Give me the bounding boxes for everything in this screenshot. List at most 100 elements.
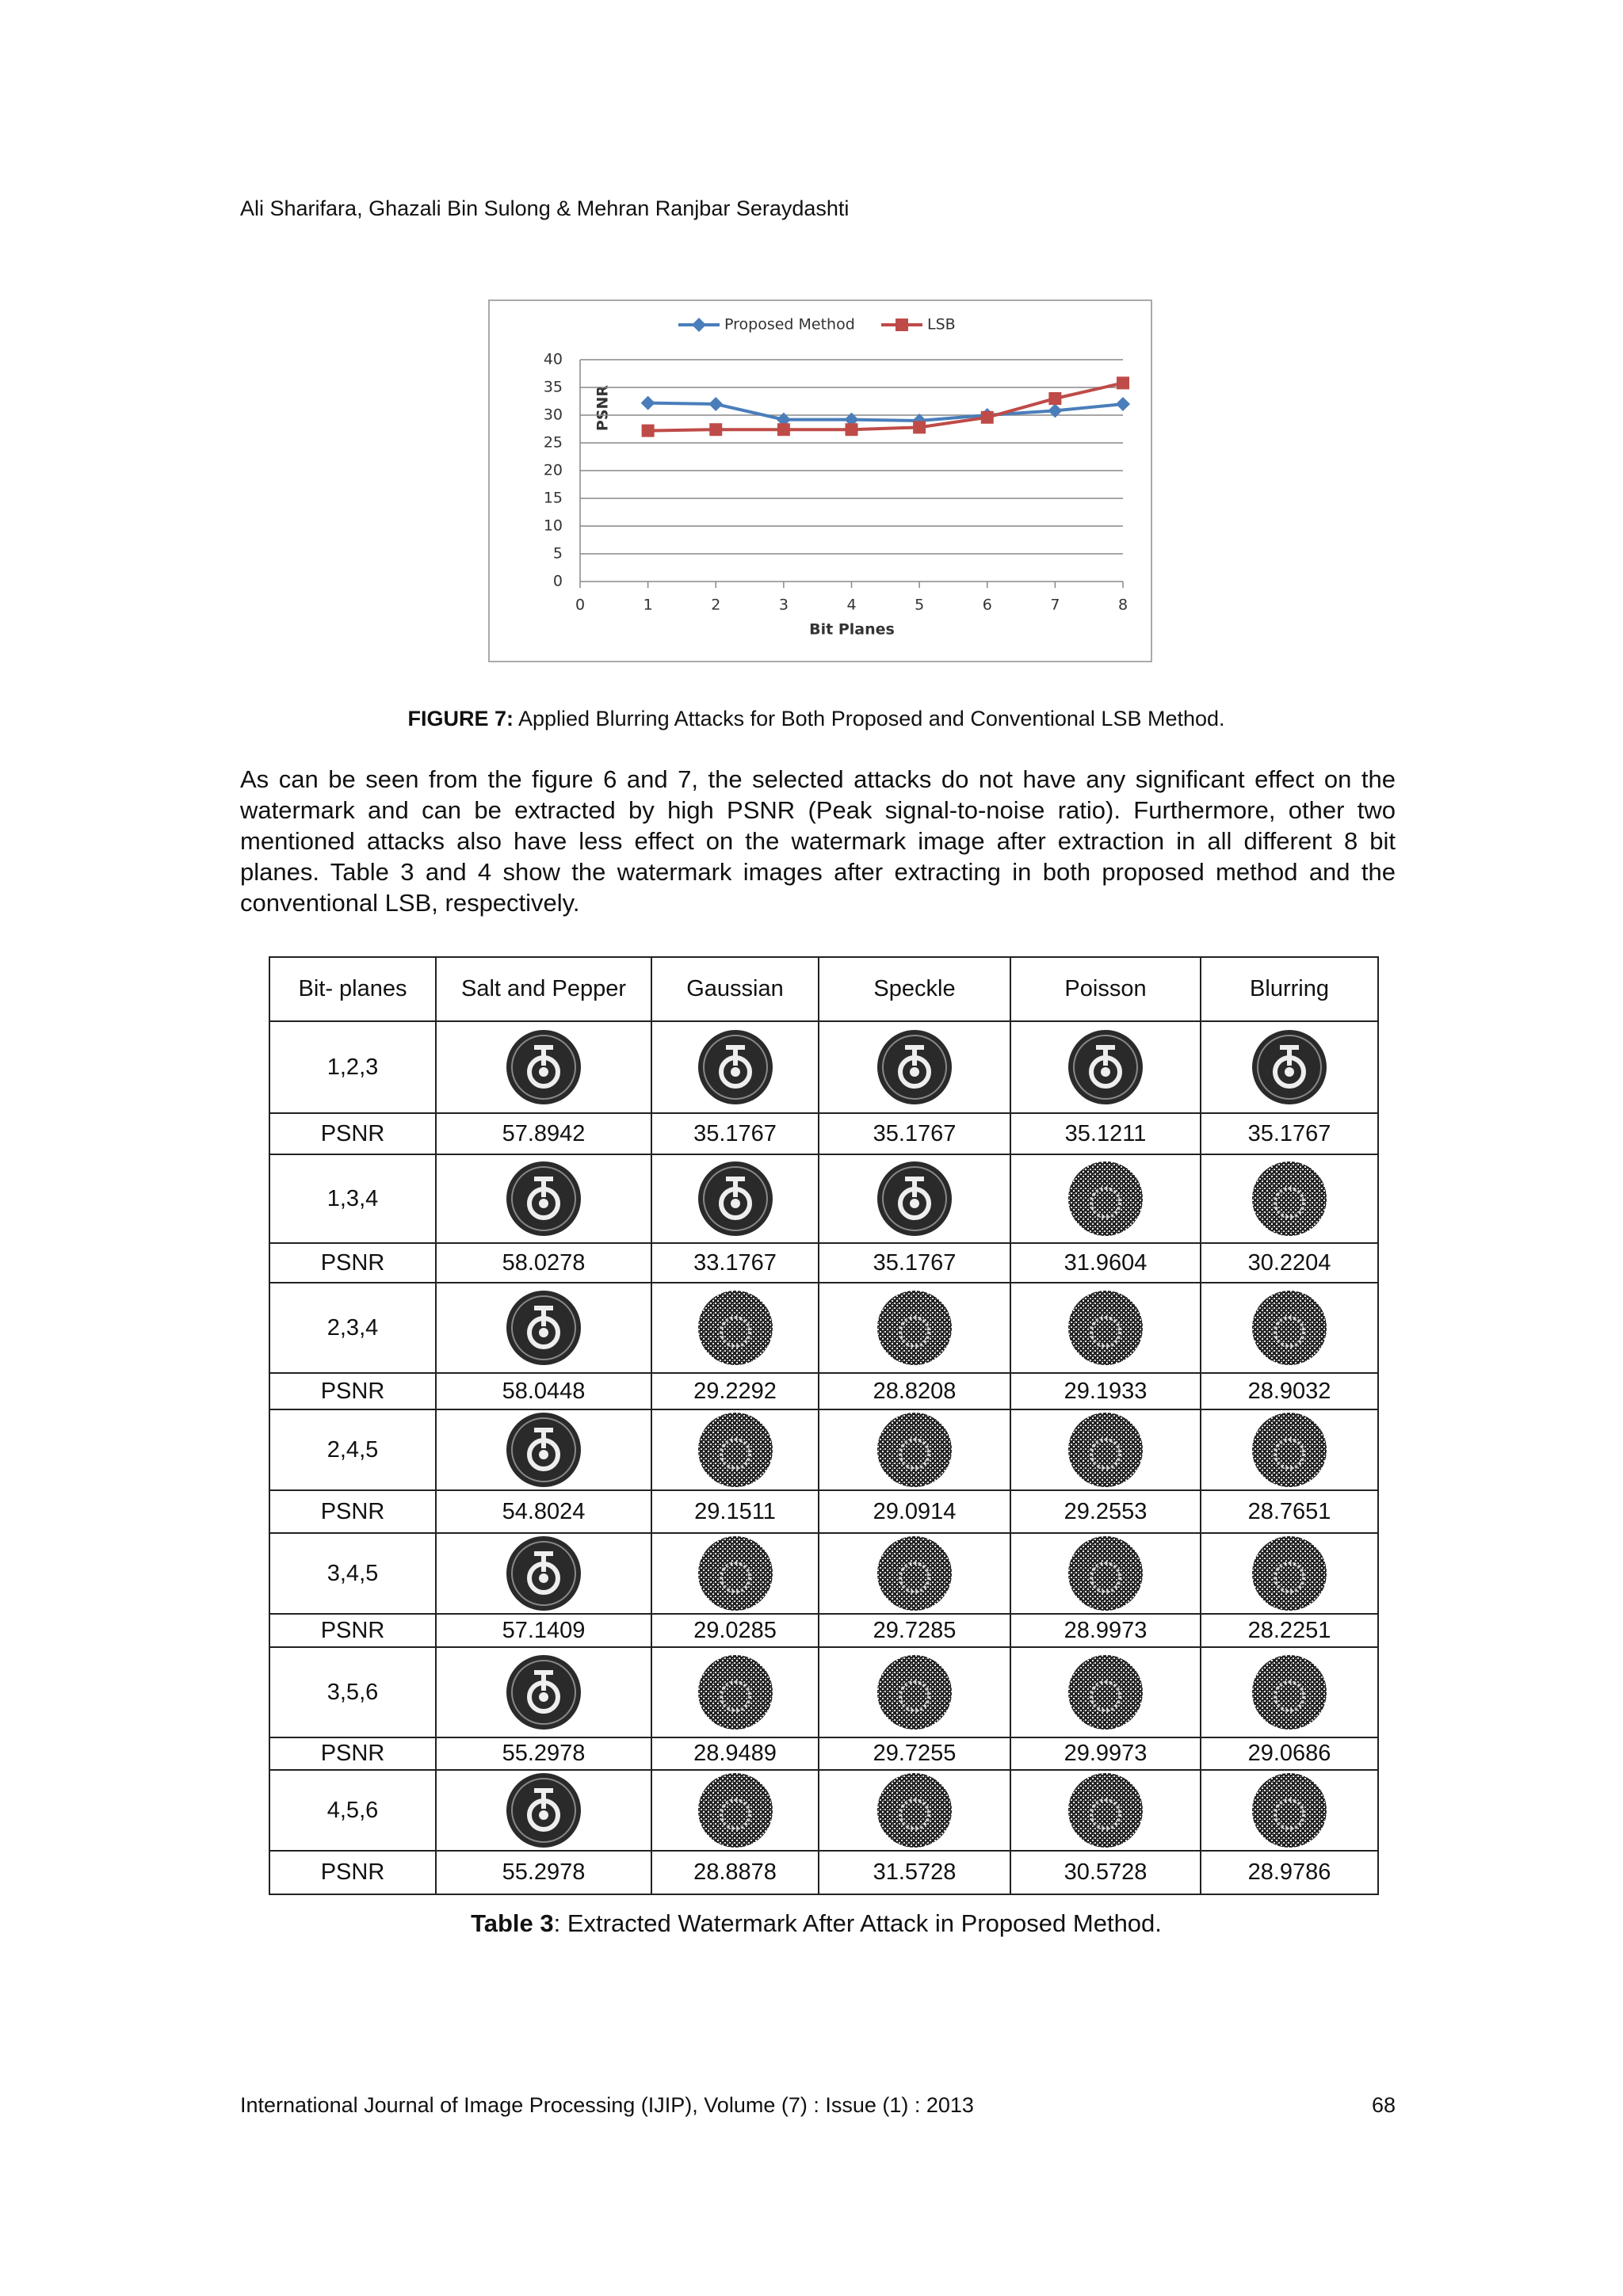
- image-row: 3,4,5: [269, 1532, 1379, 1615]
- bit-planes: 1,2,3: [269, 1020, 437, 1114]
- image-cell: [435, 1646, 652, 1738]
- bit-planes: 2,3,4: [269, 1282, 437, 1374]
- point: [709, 423, 723, 437]
- psnr-value: 55.2978: [435, 1737, 652, 1771]
- y-tick-label: 0: [553, 573, 563, 590]
- watermark-image: [877, 1413, 952, 1487]
- watermark-image: [1068, 1536, 1143, 1611]
- series-line: [647, 401, 1124, 423]
- watermark-image: [1252, 1030, 1327, 1104]
- image-cell: [818, 1020, 1011, 1114]
- bit-planes: 3,5,6: [269, 1646, 437, 1738]
- caption-label: Table 3: [471, 1909, 554, 1937]
- image-cell: [651, 1020, 819, 1114]
- psnr-value: 28.9786: [1200, 1850, 1379, 1895]
- psnr-value: 28.9973: [1010, 1613, 1201, 1648]
- psnr-row: PSNR 55.2978 28.8878 31.5728 30.5728 28.9786: [269, 1850, 1379, 1895]
- image-cell: [1010, 1769, 1201, 1852]
- x-tick-label: 5: [915, 597, 924, 614]
- caption-text: : Extracted Watermark After Attack in Pr…: [553, 1909, 1162, 1937]
- point: [1116, 397, 1130, 411]
- image-cell: [435, 1769, 652, 1852]
- image-row: 1,3,4: [269, 1154, 1379, 1244]
- chart: PSNR Bit Planes 0 5 10 15 20 25 30 35 40 0 1 2 3 4 5 6 7…: [488, 299, 1152, 662]
- psnr-label: PSNR: [269, 1242, 437, 1283]
- image-cell: [818, 1646, 1011, 1738]
- image-cell: [1200, 1769, 1379, 1852]
- image-cell: [818, 1282, 1011, 1374]
- x-axis-label: Bit Planes: [809, 621, 895, 639]
- x-tick-label: 3: [779, 597, 789, 614]
- psnr-row: PSNR 58.0278 33.1767 35.1767 31.9604 30.2204: [269, 1242, 1379, 1283]
- watermark-image: [697, 1291, 773, 1365]
- watermark-image: [877, 1291, 952, 1365]
- psnr-value: 54.8024: [435, 1489, 652, 1534]
- watermark-image: [1068, 1030, 1143, 1104]
- psnr-value: 35.1767: [818, 1112, 1011, 1155]
- image-cell: [1010, 1532, 1201, 1615]
- watermark-image: [1252, 1291, 1327, 1365]
- watermark-image: [1252, 1536, 1327, 1611]
- point: [776, 412, 791, 427]
- psnr-value: 57.8942: [435, 1112, 652, 1155]
- watermark-image: [1252, 1161, 1327, 1236]
- watermark-image: [1068, 1655, 1143, 1730]
- image-cell: [435, 1532, 652, 1615]
- bit-planes: 4,5,6: [269, 1769, 437, 1852]
- column-header: Salt and Pepper: [435, 956, 652, 1022]
- x-tick-label: 1: [643, 597, 653, 614]
- chart-frame: [488, 299, 1152, 662]
- y-tick-label: 10: [544, 517, 563, 535]
- psnr-value: 57.1409: [435, 1613, 652, 1648]
- point: [844, 412, 859, 427]
- image-row: 1,2,3: [269, 1020, 1379, 1114]
- psnr-value: 29.0686: [1200, 1737, 1379, 1771]
- watermark-image: [506, 1773, 581, 1848]
- x-tick-label: 0: [575, 597, 585, 614]
- point: [708, 397, 724, 411]
- x-tick-label: 8: [1118, 597, 1128, 614]
- watermark-image: [1068, 1161, 1143, 1236]
- psnr-value: 28.7651: [1200, 1489, 1379, 1534]
- watermark-image: [697, 1030, 773, 1104]
- image-cell: [435, 1282, 652, 1374]
- psnr-value: 29.1933: [1010, 1372, 1201, 1410]
- image-cell: [1010, 1646, 1201, 1738]
- psnr-value: 58.0278: [435, 1242, 652, 1283]
- point: [692, 318, 706, 332]
- point: [1117, 376, 1129, 390]
- watermark-image: [506, 1413, 581, 1487]
- x-tick-label: 7: [1050, 597, 1060, 614]
- point: [845, 423, 858, 437]
- watermark-image: [1252, 1413, 1327, 1487]
- watermark-image: [506, 1536, 581, 1611]
- column-header: Speckle: [818, 956, 1011, 1022]
- image-cell: [651, 1769, 819, 1852]
- psnr-label: PSNR: [269, 1613, 437, 1648]
- watermark-image: [877, 1655, 952, 1730]
- legend-label: LSB: [927, 316, 956, 334]
- psnr-label: PSNR: [269, 1850, 437, 1895]
- results-table: Bit- planes Salt and Pepper Gaussian Speckl…: [269, 956, 1379, 1895]
- point: [980, 410, 994, 424]
- psnr-value: 28.9489: [651, 1737, 819, 1771]
- image-cell: [1010, 1020, 1201, 1114]
- psnr-label: PSNR: [269, 1112, 437, 1155]
- psnr-value: 30.5728: [1010, 1850, 1201, 1895]
- running-header: Ali Sharifara, Ghazali Bin Sulong & Mehr…: [240, 196, 850, 220]
- column-header: Bit- planes: [269, 956, 437, 1022]
- image-cell: [1200, 1409, 1379, 1491]
- psnr-value: 31.9604: [1010, 1242, 1201, 1283]
- y-tick-label: 25: [544, 434, 563, 452]
- x-tick-label: 6: [983, 597, 992, 614]
- psnr-value: 58.0448: [435, 1372, 652, 1410]
- watermark-image: [877, 1030, 952, 1104]
- point: [913, 421, 926, 434]
- point: [1048, 403, 1063, 418]
- table-caption: Table 3: Extracted Watermark After Attac…: [0, 1909, 1623, 1938]
- footer: International Journal of Image Processin…: [240, 2093, 974, 2117]
- psnr-value: 29.9973: [1010, 1737, 1201, 1771]
- image-cell: [651, 1409, 819, 1491]
- image-cell: [1010, 1409, 1201, 1491]
